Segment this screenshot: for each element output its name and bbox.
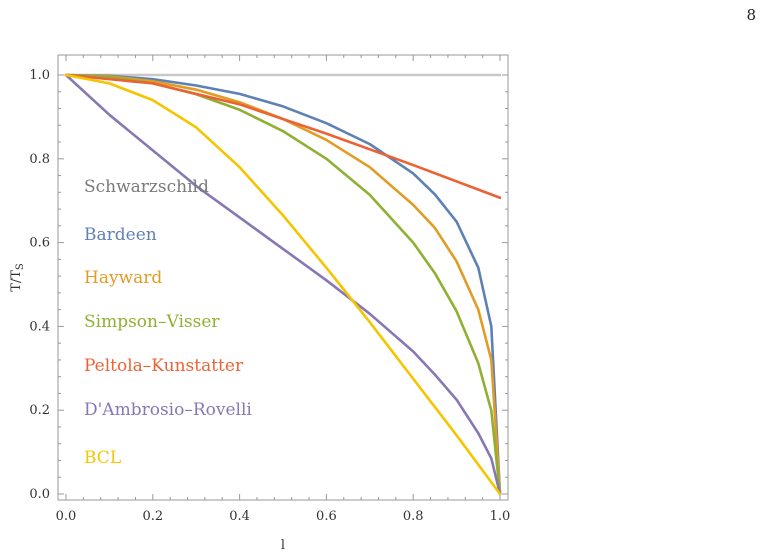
legend-item-bcl: BCL — [84, 448, 121, 468]
y-axis-label-main: T/T — [9, 270, 24, 292]
series-line-bardeen — [64, 73, 502, 496]
x-tick-label: 0.0 — [56, 509, 77, 524]
series-line-hayward — [64, 73, 502, 496]
plot-frame — [57, 54, 509, 501]
axis-ticks — [58, 55, 508, 500]
x-tick-label: 0.6 — [316, 509, 337, 524]
series-line-d-ambrosio-rovelli — [64, 73, 502, 496]
x-tick-label: 0.2 — [142, 509, 163, 524]
axis-tick-labels: 0.0 0.2 0.4 0.6 0.8 1.0 0.0 0.2 0.4 0.6 0.8 1.0 — [29, 68, 510, 524]
legend-item-schwarzschild: Schwarzschild — [84, 177, 209, 197]
x-tick-label: 0.4 — [229, 509, 250, 524]
y-axis-label-subscript: S — [15, 263, 26, 270]
x-axis-label: l — [281, 538, 285, 553]
series-line-peltola-kunstatter — [64, 73, 502, 200]
y-tick-label: 0.8 — [29, 152, 50, 167]
y-tick-label: 0.2 — [29, 403, 50, 418]
y-axis-label: T/TS — [9, 263, 26, 292]
legend-item-simpson-visser: Simpson–Visser — [84, 312, 220, 332]
legend: Schwarzschild Bardeen Hayward Simpson–Visse… — [84, 177, 252, 468]
page-number: 8 — [746, 6, 756, 24]
legend-item-peltola-kunstatter: Peltola–Kunstatter — [84, 356, 244, 376]
series-line-bcl — [64, 73, 502, 496]
legend-item-bardeen: Bardeen — [84, 225, 157, 245]
legend-item-hayward: Hayward — [84, 268, 162, 288]
series-lines — [64, 73, 502, 496]
x-tick-label: 0.8 — [403, 509, 424, 524]
y-tick-label: 0.6 — [29, 236, 50, 251]
legend-item-d-ambrosio-rovelli: D'Ambrosio–Rovelli — [84, 400, 252, 420]
y-tick-label: 0.4 — [29, 319, 50, 334]
y-tick-label: 1.0 — [29, 68, 50, 83]
y-tick-label: 0.0 — [29, 487, 50, 502]
x-tick-label: 1.0 — [490, 509, 511, 524]
